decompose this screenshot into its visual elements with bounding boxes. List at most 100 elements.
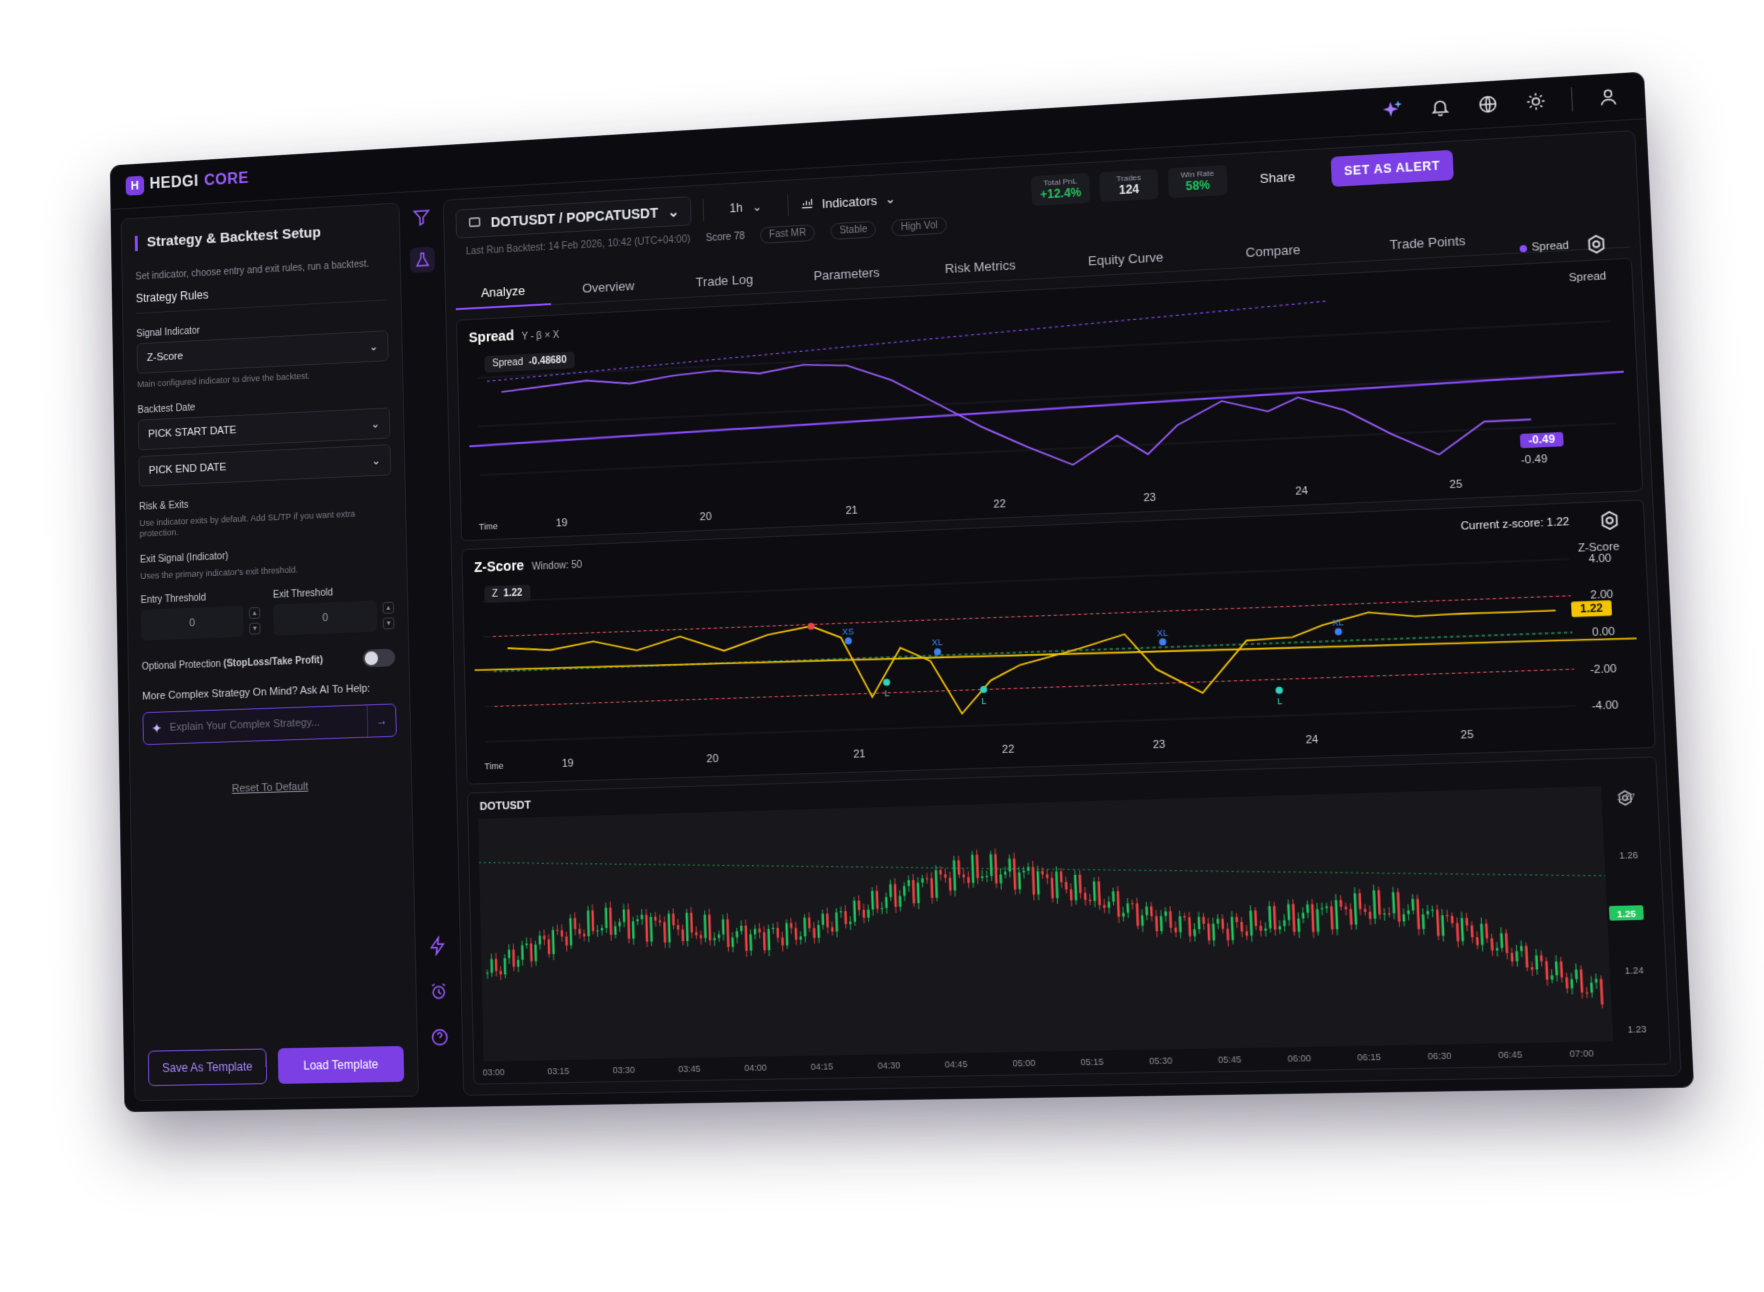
zscore-chart[interactable]: 4.00 2.00 0.00 -2.00 -4.00 XS XL L L XL L XL 1.22 19 2…: [462, 501, 1654, 784]
load-template-button[interactable]: Load Template: [277, 1045, 405, 1084]
lightning-icon[interactable]: [425, 933, 451, 959]
arrow-right-icon[interactable]: →: [366, 704, 396, 737]
save-template-button[interactable]: Save As Template: [147, 1048, 268, 1087]
candle-body: [1145, 906, 1149, 916]
candle-body: [862, 909, 866, 918]
decrement-icon[interactable]: ▾: [249, 622, 261, 635]
entry-threshold-input[interactable]: 0: [140, 605, 244, 641]
exit-threshold-input[interactable]: 0: [273, 600, 378, 636]
entry-threshold-label: Entry Threshold: [140, 592, 207, 606]
sun-icon[interactable]: [1523, 89, 1549, 115]
candle-body: [794, 927, 798, 940]
tab-trade-points[interactable]: Trade Points: [1389, 232, 1466, 252]
candle-body: [521, 945, 524, 960]
candle-body: [957, 860, 961, 875]
tab-equity-curve[interactable]: Equity Curve: [1087, 248, 1164, 268]
candle-body: [722, 919, 725, 935]
candle-body: [672, 913, 675, 926]
candle-body: [903, 886, 906, 896]
indicators-menu[interactable]: Indicators ⌄: [800, 191, 896, 213]
candlestick-panel: DOTUSDT 1.271.261.251.241.231.2503:0003:…: [466, 756, 1672, 1085]
candle-body: [1306, 904, 1310, 913]
candle-body: [1283, 920, 1286, 927]
candle-body: [690, 912, 693, 933]
x-tick-label: 05:30: [1149, 1055, 1173, 1066]
sparkle-icon[interactable]: [1380, 97, 1406, 123]
candle-body: [799, 936, 802, 940]
candle-body: [1202, 916, 1206, 924]
tab-parameters[interactable]: Parameters: [813, 264, 880, 283]
regression-line: [469, 372, 1625, 447]
settings-gear-icon[interactable]: [1585, 233, 1607, 254]
candle-body: [1387, 913, 1391, 915]
ai-strategy-input[interactable]: ✦ Explain Your Complex Strategy... →: [142, 703, 397, 746]
candle-body: [1445, 915, 1449, 917]
tab-overview[interactable]: Overview: [582, 277, 635, 296]
help-icon[interactable]: [427, 1024, 453, 1050]
candle-body: [1083, 892, 1087, 900]
end-date-picker[interactable]: PICK END DATE ⌄: [138, 444, 392, 487]
tag-chip[interactable]: High Vol: [891, 216, 947, 237]
alarm-clock-icon[interactable]: [426, 978, 452, 1004]
bell-icon[interactable]: [1427, 94, 1453, 120]
candle-body: [1140, 915, 1144, 926]
spread-legend[interactable]: Spread: [1518, 240, 1569, 255]
tab-trade-log[interactable]: Trade Log: [695, 271, 754, 290]
candle-body: [1245, 931, 1249, 936]
x-tick-label: 24: [1295, 485, 1308, 498]
candle-body: [731, 937, 734, 947]
candle-body: [999, 874, 1003, 884]
y-tick-label: 4.00: [1588, 552, 1611, 566]
user-icon[interactable]: [1595, 84, 1621, 110]
increment-icon[interactable]: ▴: [382, 601, 395, 614]
candle-body: [889, 884, 892, 898]
divider: [703, 199, 705, 221]
globe-icon[interactable]: [1475, 92, 1501, 118]
spread-chart[interactable]: 19 20 21 22 23 24 25: [457, 259, 1642, 541]
increment-icon[interactable]: ▴: [248, 607, 261, 620]
candle-body: [717, 934, 721, 939]
filter-icon[interactable]: [409, 204, 434, 230]
candle-body: [1363, 908, 1367, 912]
candlestick-chart[interactable]: 1.27 1.26 1.25 1.24 1.23 1.25 03:00 03:15 03:30 0…: [468, 757, 1670, 1083]
tag-chip[interactable]: Fast MR: [760, 224, 816, 244]
candle-body: [538, 935, 542, 945]
candle-body: [1183, 916, 1186, 918]
x-tick-label: 19: [556, 517, 568, 530]
candle-body: [636, 919, 639, 922]
stat-trades: Trades 124: [1099, 168, 1159, 203]
tooltip-label: Z: [491, 588, 498, 600]
x-tick-label: 24: [1305, 734, 1318, 747]
decrement-icon[interactable]: ▾: [382, 617, 395, 630]
candle-body: [758, 928, 761, 933]
protection-toggle[interactable]: [362, 648, 396, 668]
timeframe-selector[interactable]: 1h ⌄: [716, 199, 776, 216]
candle-body: [1515, 951, 1519, 962]
brand-logo[interactable]: H HEDGI CORE: [125, 169, 249, 196]
candle-body: [981, 876, 984, 878]
candle-body: [880, 908, 884, 910]
tag-chip[interactable]: Stable: [830, 220, 877, 240]
chevron-down-icon: ⌄: [370, 418, 380, 431]
spread-last-value: -0.49: [1520, 453, 1548, 467]
stat-value: 58%: [1185, 177, 1211, 194]
set-alert-button[interactable]: SET AS ALERT: [1330, 149, 1454, 187]
candle-body: [1368, 911, 1372, 919]
candle-body: [939, 870, 942, 875]
candle-body: [1027, 867, 1030, 871]
trade-marker: [933, 648, 942, 656]
share-button[interactable]: Share: [1259, 169, 1296, 187]
exit-signal-hint: Uses the primary indicator's exit thresh…: [140, 564, 299, 581]
zscore-tooltip: Z 1.22: [484, 584, 531, 604]
tab-compare[interactable]: Compare: [1245, 241, 1301, 260]
time-axis-label: Time: [484, 760, 504, 772]
tab-analyze[interactable]: Analyze: [455, 274, 552, 311]
x-tick-label: 22: [993, 498, 1006, 511]
candle-body: [744, 925, 748, 951]
app-window: H HEDGI CORE Strategy & Backtest Setup S: [110, 72, 1693, 1112]
protection-label-text: Optional Protection: [141, 658, 221, 673]
stats-group: Total PnL +12.4% Trades 124 Win Rate 58%: [1030, 164, 1228, 206]
reset-default-link[interactable]: Reset To Default: [231, 780, 309, 795]
tab-risk-metrics[interactable]: Risk Metrics: [944, 256, 1016, 276]
flask-icon[interactable]: [409, 246, 435, 274]
